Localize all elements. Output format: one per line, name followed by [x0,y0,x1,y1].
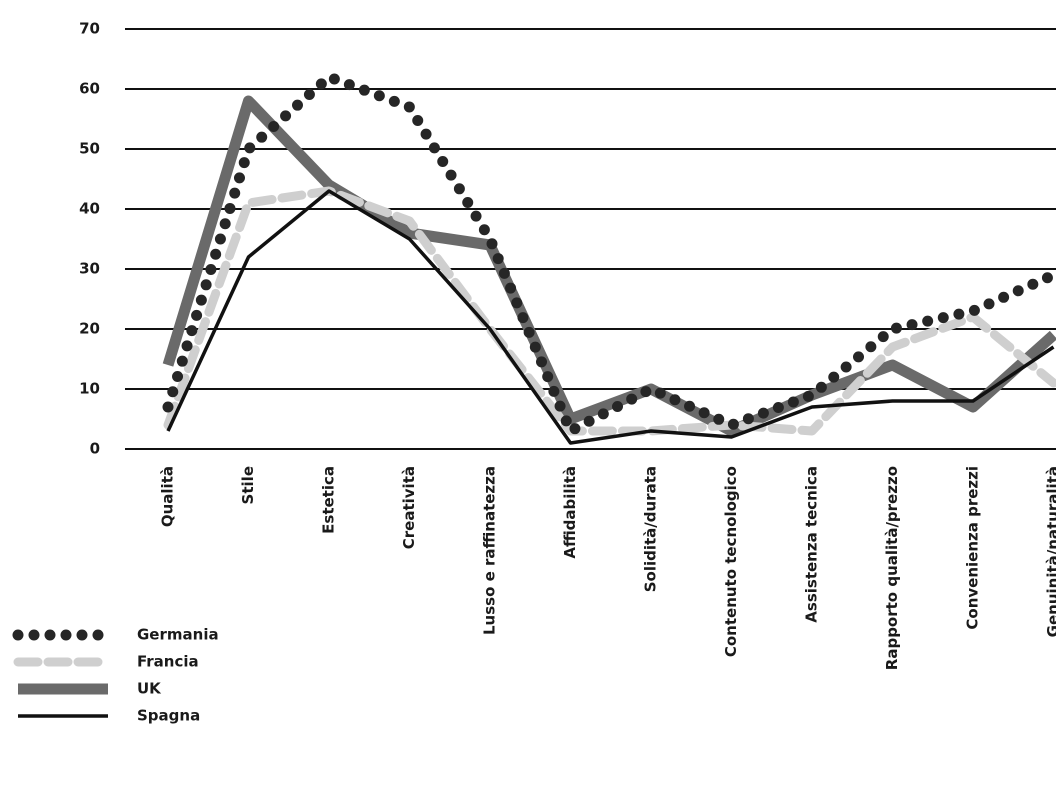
y-tick-label: 20 [79,320,100,338]
legend-label: Germania [137,626,219,644]
y-tick-label: 0 [90,440,100,458]
y-tick-label: 60 [79,80,100,98]
x-tick-label: Genuinità/naturalità [1044,466,1056,637]
x-tick-label: Rapporto qualità/prezzo [883,466,901,670]
x-tick-label: Creatività [400,466,418,549]
legend-label: Spagna [137,707,200,725]
series-line [163,186,1056,436]
x-tick-label: Qualità [159,466,177,527]
y-tick-label: 30 [79,260,100,278]
x-tick-label: Assistenza tecnica [803,466,821,623]
legend-label: UK [137,680,162,698]
x-tick-label: Estetica [320,466,338,534]
legend-label: Francia [137,653,199,671]
y-tick-label: 50 [79,140,100,158]
series-line [162,95,1056,437]
x-tick-label: Convenienza prezzi [964,466,982,630]
y-tick-label: 70 [79,20,100,38]
x-tick-label: Stile [239,466,257,504]
x-tick-label: Lusso e raffinatezza [481,466,499,635]
x-tick-label: Affidabilità [561,466,579,559]
x-tick-label: Contenuto tecnologico [722,466,740,657]
x-tick-label: Solidità/durata [642,466,660,592]
y-tick-label: 10 [79,380,100,398]
y-tick-label: 40 [79,200,100,218]
series-line [166,189,1055,445]
